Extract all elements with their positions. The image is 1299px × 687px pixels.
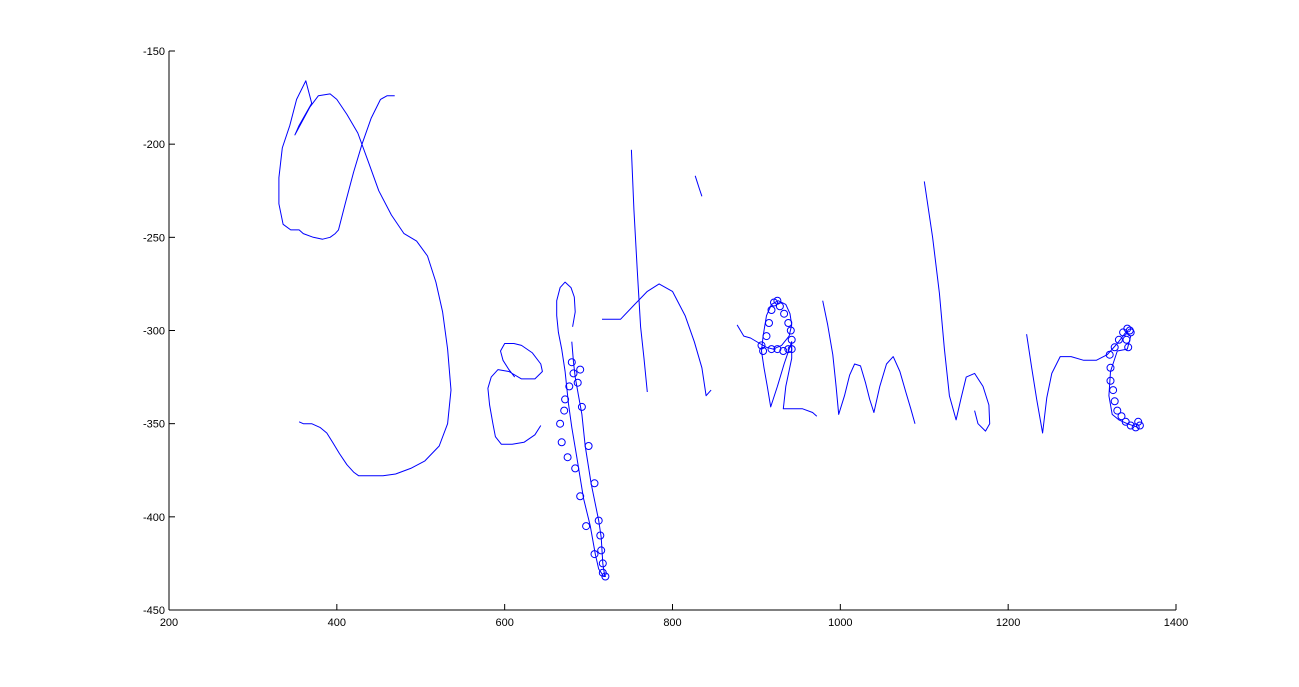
stroke-line-2 (487, 343, 543, 445)
data-point-marker (576, 492, 585, 501)
data-point-marker (1126, 421, 1135, 430)
stroke-line-4 (630, 149, 648, 393)
data-point-marker (1125, 326, 1134, 335)
data-point-marker (786, 326, 795, 335)
data-point-marker (561, 395, 570, 404)
data-point-marker (759, 347, 768, 355)
data-point-marker (762, 332, 771, 341)
x-tick-label: 200 (160, 617, 178, 629)
data-point-marker (1135, 421, 1144, 430)
data-point-marker (767, 306, 776, 314)
stroke-line-1 (278, 80, 452, 477)
data-point-marker (1109, 386, 1118, 395)
data-point-marker (601, 572, 610, 581)
data-point-marker (1105, 350, 1114, 359)
marker-layer (556, 296, 1144, 581)
data-point-marker (567, 358, 576, 367)
data-point-marker (576, 365, 585, 374)
axis-ticks: 200 400 600 800 1000 1200 1400 -150 -200 -250 -300… (143, 46, 1188, 629)
data-point-marker (757, 341, 766, 350)
x-tick-label: 400 (328, 617, 346, 629)
y-tick-label: -450 (143, 605, 165, 617)
stroke-line-8 (822, 300, 916, 424)
data-point-marker (565, 382, 574, 391)
stroke-line-10 (1026, 331, 1139, 434)
data-point-marker (596, 531, 605, 540)
data-point-marker (765, 319, 773, 327)
data-point-marker (597, 546, 606, 555)
series-layer (278, 80, 1139, 577)
data-point-marker (569, 369, 578, 378)
x-tick-label: 1000 (828, 617, 852, 629)
y-tick-label: -300 (143, 326, 165, 338)
data-point-marker (784, 345, 793, 354)
data-point-marker (560, 406, 569, 415)
data-point-marker (1124, 343, 1133, 352)
y-tick-label: -150 (143, 46, 165, 58)
stroke-line-9 (923, 181, 991, 432)
data-point-marker (582, 522, 591, 531)
data-point-marker (590, 550, 599, 559)
stroke-line-5 (694, 175, 703, 197)
data-point-marker (573, 378, 582, 387)
data-point-marker (1117, 412, 1126, 421)
data-point-marker (556, 419, 565, 428)
data-point-marker (775, 302, 784, 311)
data-point-marker (1110, 397, 1119, 406)
data-point-marker (563, 453, 572, 462)
stroke-line-6 (602, 283, 712, 397)
data-point-marker (1106, 376, 1115, 385)
data-point-marker (1134, 417, 1143, 426)
data-point-marker (1110, 343, 1119, 352)
x-tick-label: 600 (495, 617, 513, 629)
data-point-marker (784, 319, 793, 327)
data-point-marker (557, 438, 566, 447)
y-tick-label: -400 (143, 512, 165, 524)
data-point-marker (1114, 335, 1123, 344)
data-point-marker (767, 345, 776, 354)
x-tick-label: 1200 (996, 617, 1020, 629)
data-point-marker (594, 516, 603, 525)
x-tick-label: 800 (663, 617, 681, 629)
data-point-marker (584, 442, 593, 450)
data-point-marker (780, 309, 789, 318)
data-point-marker (779, 347, 788, 355)
data-point-marker (577, 402, 586, 411)
data-point-marker (598, 559, 607, 568)
x-tick-label: 1400 (1164, 617, 1188, 629)
data-point-marker (787, 335, 796, 344)
y-tick-label: -350 (143, 419, 165, 431)
data-point-marker (590, 479, 599, 488)
y-tick-label: -200 (143, 139, 165, 151)
data-point-marker (1106, 363, 1115, 372)
data-point-marker (1122, 335, 1131, 344)
data-point-marker (787, 345, 796, 354)
data-point-marker (1113, 406, 1122, 415)
data-point-marker (571, 464, 580, 473)
stroke-line-7 (736, 300, 818, 417)
data-point-marker (773, 345, 782, 354)
stroke-line-3 (556, 281, 606, 577)
y-tick-label: -250 (143, 232, 165, 244)
